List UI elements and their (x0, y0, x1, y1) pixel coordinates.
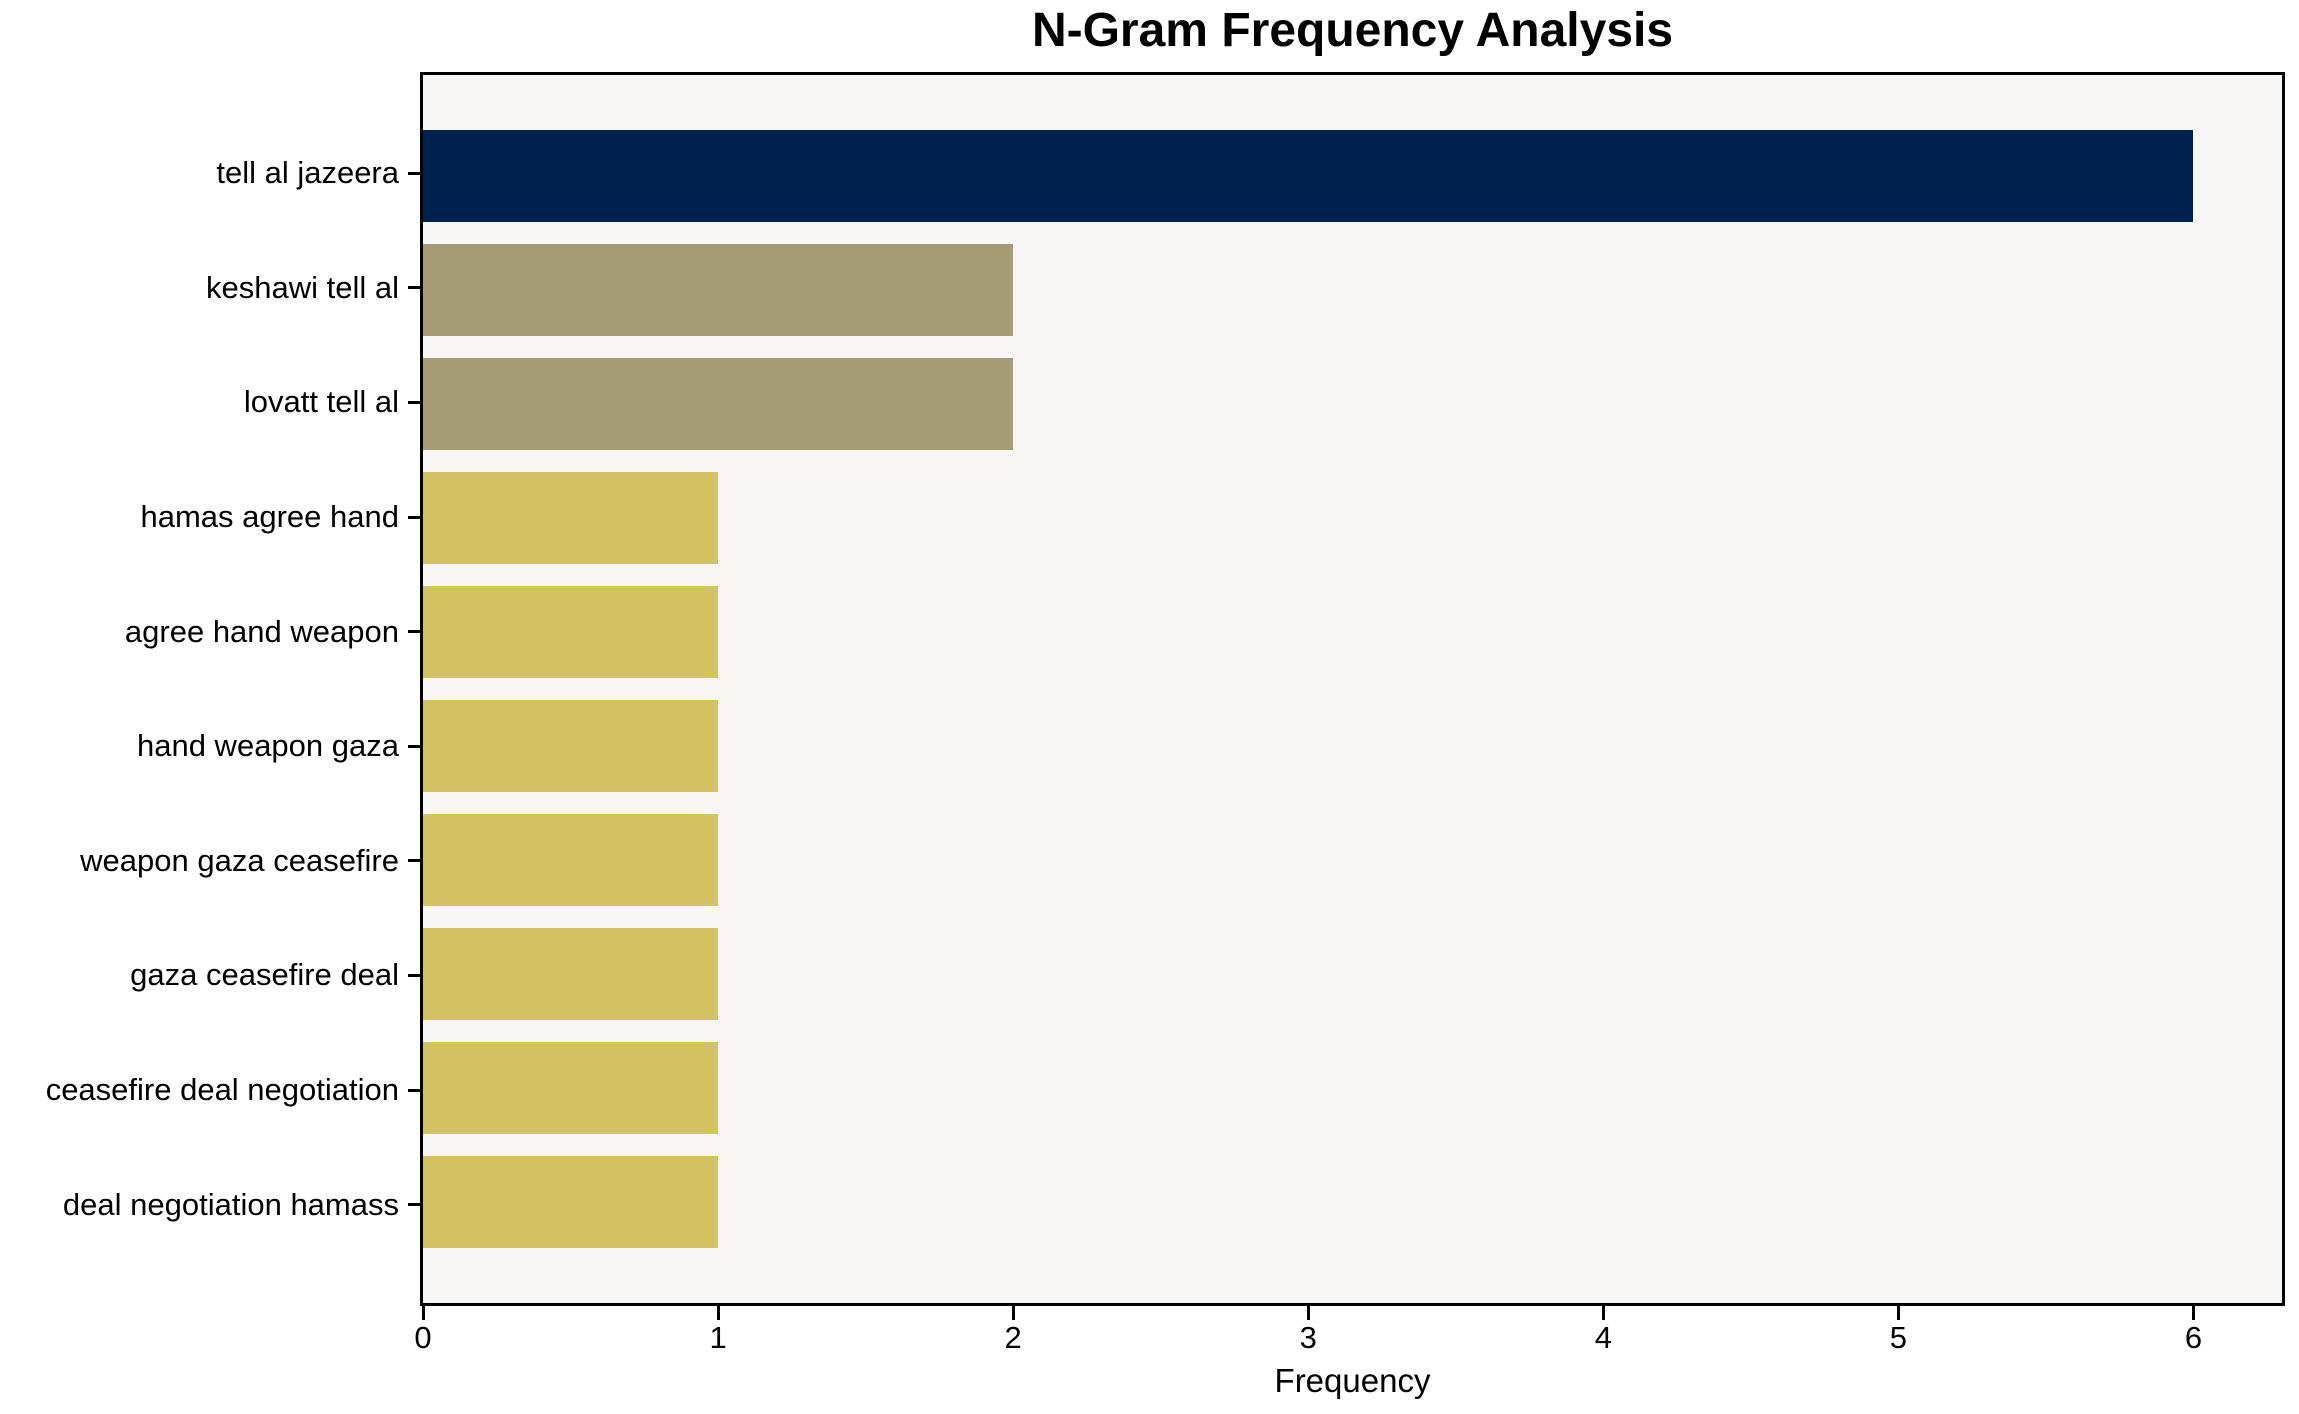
x-axis-tick (2191, 1306, 2195, 1320)
x-axis-tick (1011, 1306, 1015, 1320)
x-axis-tick-label: 4 (1594, 1320, 1612, 1355)
y-axis-label-row: agree hand weapon (0, 574, 420, 689)
x-axis-tick (1896, 1306, 1900, 1320)
y-axis-label: ceasefire deal negotiation (45, 1072, 399, 1108)
x-axis-tick (1306, 1306, 1310, 1320)
y-axis-label-row: gaza ceasefire deal (0, 918, 420, 1033)
bar-ceasefire-deal-negotiation (423, 1042, 719, 1134)
plot-area (420, 72, 2285, 1306)
bar-tell-al-jazeera (423, 130, 2194, 222)
y-axis-label: tell al jazeera (216, 155, 399, 191)
y-axis-label-row: hamas agree hand (0, 460, 420, 575)
bar-row (423, 347, 2282, 461)
bar-row (423, 1031, 2282, 1145)
y-axis-label: gaza ceasefire deal (130, 957, 399, 993)
x-axis-tick-label: 1 (709, 1320, 727, 1355)
bar-lovatt-tell-al (423, 358, 1014, 450)
x-axis-tick (421, 1306, 425, 1320)
y-axis-label: deal negotiation hamass (62, 1186, 399, 1222)
y-axis-label-row: weapon gaza ceasefire (0, 804, 420, 919)
y-axis-tick (408, 973, 420, 977)
bars-container (423, 75, 2282, 1303)
bar-weapon-gaza-ceasefire (423, 814, 719, 906)
bar-row (423, 689, 2282, 803)
y-axis-tick (408, 515, 420, 519)
x-axis-tick-label: 6 (2184, 1320, 2203, 1355)
y-axis-label: keshawi tell al (206, 269, 399, 305)
y-axis-tick (408, 859, 420, 863)
y-axis-label: hand weapon gaza (136, 728, 399, 764)
y-axis-tick (408, 744, 420, 748)
y-axis-tick (408, 171, 420, 175)
bar-row (423, 917, 2282, 1031)
y-axis-label-row: ceasefire deal negotiation (0, 1033, 420, 1148)
y-axis-label-row: deal negotiation hamass (0, 1147, 420, 1262)
y-axis-label-row: lovatt tell al (0, 345, 420, 460)
y-axis-tick (408, 1203, 420, 1207)
x-axis-tick-label: 2 (1004, 1320, 1022, 1355)
bar-row (423, 1145, 2282, 1259)
x-axis-tick-label: 0 (414, 1320, 432, 1355)
bar-row (423, 119, 2282, 233)
bar-row (423, 461, 2282, 575)
y-axis-label-row: hand weapon gaza (0, 689, 420, 804)
y-axis-tick (408, 286, 420, 290)
y-axis-label: hamas agree hand (140, 499, 399, 535)
bar-hand-weapon-gaza (423, 700, 719, 792)
y-axis-label-row: tell al jazeera (0, 116, 420, 231)
bar-gaza-ceasefire-deal (423, 928, 719, 1020)
y-axis-label: agree hand weapon (124, 613, 399, 649)
bar-hamas-agree-hand (423, 472, 719, 564)
y-axis-label-row: keshawi tell al (0, 231, 420, 346)
chart-title: N-Gram Frequency Analysis (1031, 4, 1674, 57)
bar-row (423, 575, 2282, 689)
x-axis-tick-label: 3 (1299, 1320, 1317, 1355)
y-axis-label: weapon gaza ceasefire (80, 842, 399, 878)
y-axis-tick (408, 630, 420, 634)
bar-deal-negotiation-hamass (423, 1156, 719, 1248)
x-axis-tick-label: 5 (1889, 1320, 1908, 1355)
bar-row (423, 803, 2282, 917)
x-axis-tick (1601, 1306, 1605, 1320)
x-axis-title: Frequency (1274, 1362, 1431, 1399)
y-axis-label: lovatt tell al (243, 384, 399, 420)
y-axis-tick (408, 400, 420, 404)
x-axis-tick (716, 1306, 720, 1320)
bar-keshawi-tell-al (423, 244, 1014, 336)
y-axis-labels: tell al jazeera keshawi tell al lovatt tel… (0, 72, 420, 1306)
bar-row (423, 233, 2282, 347)
y-axis-tick (408, 1088, 420, 1092)
bar-agree-hand-weapon (423, 586, 719, 678)
